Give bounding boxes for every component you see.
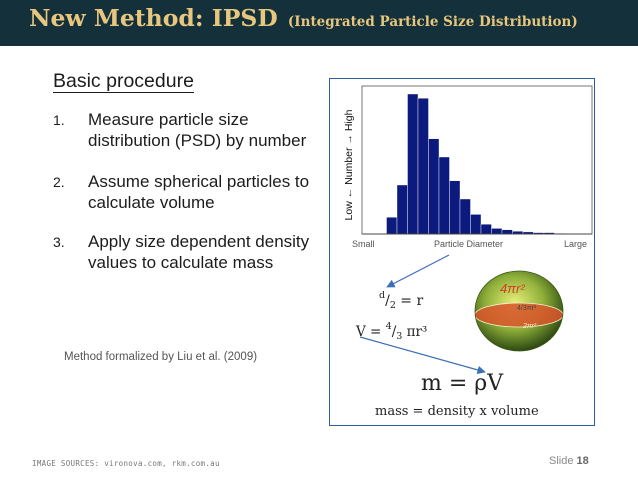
title-subtitle: (Integrated Particle Size Distribution) [287,14,578,30]
sphere-illustration: 4πr² 4/3πr³ 2πr² [474,270,564,352]
step-3-text: Apply size dependent density values to c… [88,232,310,272]
mass-equation-description: mass = density x volume [375,404,539,419]
sphere-volume-formula: 4/3πr³ [517,305,537,312]
volume-eq-numerator: 4 [385,321,392,332]
figure-frame [329,78,595,426]
histogram-bar [449,180,461,235]
step-2-text: Assume spherical particles to calculate … [88,172,310,212]
method-credit: Method formalized by Liu et al. (2009) [64,351,258,363]
slide-number-value: 18 [576,455,589,467]
histogram-bar [417,97,429,235]
histogram-bar [407,93,419,235]
histogram-bar [459,198,471,235]
histogram-bar [396,184,408,235]
mass-equation: m = ρV [421,371,504,396]
radius-eq-denominator: 2 [389,300,396,311]
histogram-bar [480,223,492,235]
histogram-bar [470,214,482,235]
histogram-bar [438,156,450,235]
title-text: New Method: IPSD [29,4,278,32]
step-1: 1. Measure particle size distribution (P… [53,110,313,151]
sphere-cross-section-formula: 2πr² [522,323,537,330]
arrow-to-radius [386,254,450,288]
volume-eq-denominator: 3 [396,331,403,342]
histogram-bar [501,229,513,235]
slide-number: Slide 18 [549,455,589,467]
image-sources: IMAGE SOURCES: vironova.com, rkm.com.au [32,459,220,468]
procedure-steps: 1. Measure particle size distribution (P… [53,110,313,273]
radius-eq-rest: = r [395,293,424,309]
x-axis-large-label: Large [564,239,587,249]
step-2: 2. Assume spherical particles to calcula… [53,172,313,213]
slide-title: New Method: IPSD (Integrated Particle Si… [29,4,578,32]
volume-equation: V = 4/3 πr³ [356,321,428,342]
step-3-number: 3. [53,234,65,250]
histogram-bar [386,216,398,235]
x-axis-title: Particle Diameter [434,239,503,249]
step-1-text: Measure particle size distribution (PSD)… [88,110,307,150]
histogram-bars [386,93,576,235]
histogram-bar [491,228,503,235]
volume-eq-rest: πr³ [402,324,428,340]
arrow-to-mass [359,336,486,375]
histogram-bar [428,138,440,235]
radius-equation: d/2 = r [379,290,424,311]
sphere-surface-formula: 4πr² [500,281,525,296]
volume-eq-lead: V = [356,324,386,340]
title-bar: New Method: IPSD (Integrated Particle Si… [0,0,638,46]
step-2-number: 2. [53,174,65,190]
step-1-number: 1. [53,112,65,128]
slide-label: Slide [549,455,574,467]
step-3: 3. Apply size dependent density values t… [53,232,313,273]
procedure-heading: Basic procedure [53,70,194,93]
radius-eq-numerator: d [379,290,386,301]
procedure-heading-text: Basic procedure [53,70,194,93]
plot-frame [361,85,593,235]
x-axis-small-label: Small [352,239,375,249]
